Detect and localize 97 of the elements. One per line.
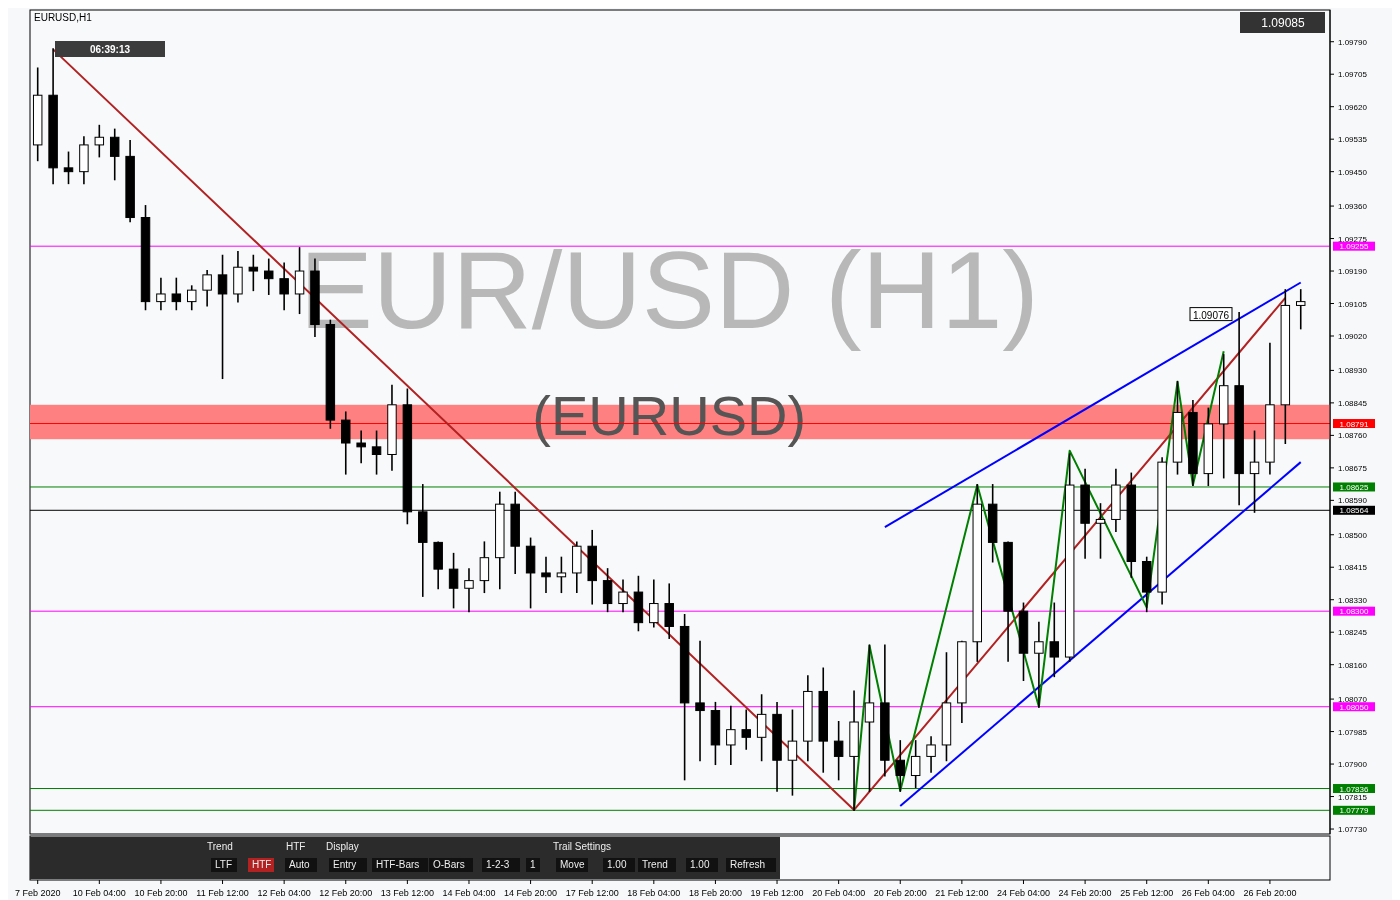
x-tick-label: 12 Feb 20:00 xyxy=(319,888,373,898)
candlestick xyxy=(217,253,228,380)
x-tick-label: 14 Feb 04:00 xyxy=(442,888,496,898)
y-tick-label: 1.08500 xyxy=(1338,530,1368,540)
ref-line-label: 1.07779 xyxy=(1339,806,1370,816)
ref-line-label: 1.08300 xyxy=(1339,607,1370,617)
x-tick-label: 10 Feb 04:00 xyxy=(72,888,126,898)
candlestick xyxy=(109,127,120,182)
candlestick xyxy=(1049,601,1060,678)
y-tick-label: 1.07730 xyxy=(1338,825,1368,835)
price-label-box: 1.09076 xyxy=(1189,307,1233,322)
candlestick xyxy=(895,739,905,793)
ref-line-label: 1.08050 xyxy=(1339,702,1370,712)
annotation: 1.09085 xyxy=(1261,16,1306,30)
x-tick-label: 18 Feb 04:00 xyxy=(627,888,681,898)
y-tick-label: 1.08930 xyxy=(1338,366,1368,376)
x-tick-label: 26 Feb 20:00 xyxy=(1243,888,1297,898)
annotation: 06:39:13 xyxy=(89,44,131,55)
candlestick xyxy=(63,150,74,185)
candlestick xyxy=(541,555,551,594)
y-tick-label: 1.08070 xyxy=(1338,695,1368,705)
candlestick xyxy=(464,567,474,613)
y-tick-label: 1.07815 xyxy=(1338,792,1368,802)
x-tick-label: 11 Feb 12:00 xyxy=(196,888,249,898)
candlestick xyxy=(602,567,613,613)
candlestick xyxy=(341,410,351,476)
ref-line-label: 1.08791 xyxy=(1339,419,1370,429)
x-tick-label: 14 Feb 20:00 xyxy=(504,888,558,898)
candlestick xyxy=(186,284,197,312)
candlestick xyxy=(926,735,936,774)
candlestick xyxy=(94,124,105,159)
y-tick-label: 1.09790 xyxy=(1338,37,1368,47)
x-tick-label: 24 Feb 20:00 xyxy=(1058,888,1112,898)
y-tick-label: 1.09535 xyxy=(1338,135,1368,145)
x-tick-label: 10 Feb 20:00 xyxy=(134,888,188,898)
candlestick xyxy=(833,720,844,782)
candlestick xyxy=(248,253,259,292)
x-tick-label: 21 Feb 12:00 xyxy=(935,888,989,898)
y-tick-label: 1.08845 xyxy=(1338,398,1368,408)
y-tick-label: 1.08245 xyxy=(1338,628,1368,638)
candlestick xyxy=(664,582,674,640)
y-tick-label: 1.09275 xyxy=(1338,234,1368,244)
y-tick-label: 1.09450 xyxy=(1338,167,1368,177)
x-tick-label: 19 Feb 12:00 xyxy=(750,888,804,898)
x-tick-label: 26 Feb 04:00 xyxy=(1181,888,1235,898)
candlestick xyxy=(741,708,751,751)
x-tick-label: 17 Feb 12:00 xyxy=(565,888,619,898)
candlestick xyxy=(649,578,659,629)
x-tick-label: 7 Feb 2020 xyxy=(14,888,61,898)
candlestick xyxy=(356,429,366,464)
candlestick xyxy=(726,704,736,766)
y-tick-label: 1.09705 xyxy=(1338,70,1368,80)
x-tick-label: 20 Feb 04:00 xyxy=(812,888,866,898)
x-tick-label: 12 Feb 04:00 xyxy=(257,888,311,898)
x-tick-label: 20 Feb 20:00 xyxy=(873,888,927,898)
x-tick-label: 18 Feb 20:00 xyxy=(688,888,742,898)
y-tick-label: 1.07900 xyxy=(1338,760,1368,770)
y-tick-label: 1.08415 xyxy=(1338,563,1368,573)
y-tick-label: 1.09105 xyxy=(1338,299,1368,309)
candlestick xyxy=(864,643,875,793)
y-tick-label: 1.09620 xyxy=(1338,102,1368,112)
control-panel: Trend LTF HTF HTF Auto Display Entry HTF-Bars O-Bars 1-2-3 1 Trail Settings Move 1.00 Trend 1.00 Refresh xyxy=(30,837,780,879)
y-tick-label: 1.09360 xyxy=(1338,202,1368,212)
chart-title: EURUSD,H1 xyxy=(34,12,93,23)
candlestick xyxy=(756,693,767,763)
y-tick-label: 1.08760 xyxy=(1338,431,1368,441)
y-tick-label: 1.08160 xyxy=(1338,660,1368,670)
candlestick xyxy=(787,708,798,797)
x-tick-label: 25 Feb 12:00 xyxy=(1120,888,1174,898)
y-tick-label: 1.08675 xyxy=(1338,463,1368,473)
y-tick-label: 1.07985 xyxy=(1338,727,1368,737)
candlestick xyxy=(479,540,490,594)
candlestick xyxy=(264,257,274,296)
candlestick xyxy=(910,739,921,789)
y-tick-label: 1.09020 xyxy=(1338,332,1368,342)
ref-line-label: 1.08564 xyxy=(1339,506,1370,516)
ref-line-label: 1.07836 xyxy=(1339,784,1370,794)
ref-line-label: 1.09255 xyxy=(1339,242,1370,252)
ref-line-label: 1.08625 xyxy=(1339,482,1370,492)
candlestick xyxy=(171,276,182,312)
y-tick-label: 1.08590 xyxy=(1338,496,1368,506)
y-tick-label: 1.08330 xyxy=(1338,595,1368,605)
candlestick xyxy=(156,276,166,312)
candlestick xyxy=(371,429,382,476)
candlestick xyxy=(695,639,705,763)
candlestick xyxy=(1296,288,1306,331)
candlestick xyxy=(279,261,289,312)
candlestick xyxy=(618,578,628,613)
price-box: 1.09085 xyxy=(1240,12,1325,33)
timer-box: 06:39:13 xyxy=(55,41,165,57)
x-tick-label: 13 Feb 12:00 xyxy=(380,888,434,898)
candlestick xyxy=(202,269,212,308)
candlestick xyxy=(448,552,459,610)
candlestick xyxy=(556,555,567,594)
candlestick xyxy=(1034,620,1044,709)
x-tick-label: 24 Feb 04:00 xyxy=(996,888,1051,898)
y-tick-label: 1.09190 xyxy=(1338,267,1368,277)
